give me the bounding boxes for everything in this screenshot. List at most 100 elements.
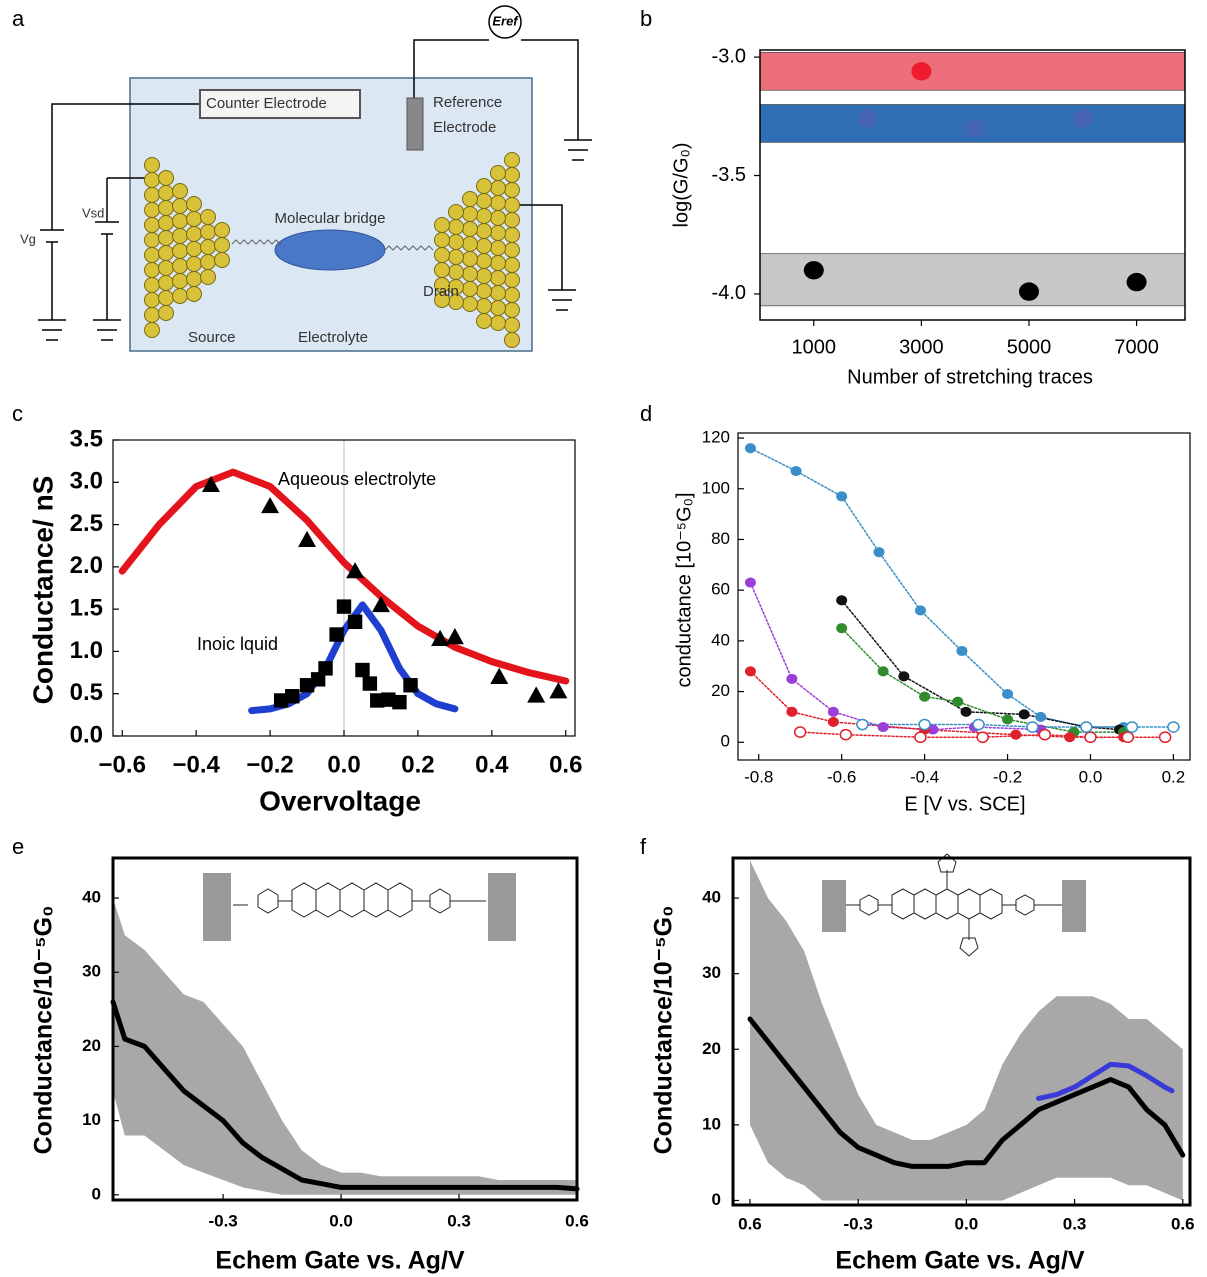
y-axis-label: Conductance/10⁻⁵G₀: [650, 906, 678, 1155]
marker: [1158, 731, 1172, 743]
x-tick-label: 0.0: [327, 751, 360, 778]
gold-atom: [490, 255, 506, 271]
marker: [403, 678, 418, 693]
gold-atom: [144, 172, 160, 188]
marker: [285, 689, 300, 704]
y-tick-label: 30: [702, 963, 721, 982]
band: [759, 51, 1186, 91]
y-tick-label: 40: [82, 888, 101, 907]
gold-atom: [476, 208, 492, 224]
linkers: [231, 239, 434, 251]
marker: [919, 691, 931, 702]
gold-atom: [144, 217, 160, 233]
marker: [1018, 282, 1039, 301]
diagram-label: Electrolyte: [298, 329, 368, 346]
gold-atom: [504, 332, 520, 348]
plot-frame: [737, 432, 1191, 761]
marker: [877, 721, 889, 733]
gold-atom: [200, 269, 216, 285]
gold-atom: [434, 232, 450, 248]
gold-atom: [172, 213, 188, 229]
gold-atom: [158, 170, 174, 186]
marker: [299, 678, 315, 693]
y-tick-label: 2.5: [70, 510, 103, 537]
gold-atom: [490, 270, 506, 286]
x-tick-label: 0.3: [447, 1211, 471, 1230]
y-tick-label: 80: [711, 529, 730, 548]
y-axis-label: Conductance/10⁻⁵G₀: [30, 906, 58, 1155]
gold-atom: [490, 225, 506, 241]
gold-atom: [462, 191, 478, 207]
gold-atom: [214, 237, 230, 253]
gold-atom: [144, 322, 160, 338]
marker: [1002, 689, 1014, 700]
diagram-label: Source: [188, 329, 236, 346]
gold-atom: [200, 239, 216, 255]
gold-atom: [172, 243, 188, 259]
y-tick-label: 0.5: [70, 679, 103, 706]
gold-atom: [158, 230, 174, 246]
x-tick-label: 3000: [899, 336, 944, 358]
diagram-label: Reference: [433, 94, 502, 111]
gold-atom: [476, 238, 492, 254]
gold-atom: [172, 183, 188, 199]
gold-atom: [144, 247, 160, 263]
marker: [976, 731, 989, 743]
gold-atom: [448, 249, 464, 265]
y-tick-label: 120: [702, 428, 730, 447]
x-tick-label: 1000: [792, 336, 837, 358]
gold-atom: [158, 275, 174, 291]
gold-atom: [144, 307, 160, 323]
gold-atom: [144, 202, 160, 218]
gold-atom: [144, 187, 160, 203]
panel-label: f: [640, 834, 647, 859]
gold-atom: [186, 256, 202, 272]
range-area: [113, 898, 577, 1195]
gold-atom: [504, 302, 520, 318]
gold-atom: [172, 198, 188, 214]
gold-atom: [476, 253, 492, 269]
gold-atom: [504, 272, 520, 288]
y-tick-label: 2.0: [70, 552, 103, 579]
y-tick-label: 20: [711, 681, 730, 700]
marker: [273, 693, 289, 708]
marker: [1010, 729, 1022, 740]
gold-atom: [504, 212, 520, 228]
y-axis-label: conductance [10⁻⁵G₀]: [673, 492, 695, 687]
gold-atom: [448, 234, 464, 250]
plot-frame: [731, 856, 1192, 1207]
y-tick-label: -4.0: [712, 282, 746, 304]
marker: [952, 696, 964, 707]
gold-atom: [172, 258, 188, 274]
gold-atom: [448, 204, 464, 220]
series-line: [118, 468, 570, 685]
y-tick-label: -3.5: [712, 164, 746, 186]
plot-frame: [759, 49, 1186, 321]
marker: [549, 682, 568, 699]
marker: [786, 673, 798, 684]
y-tick-label: 0: [712, 1190, 721, 1209]
gold-atom: [476, 223, 492, 239]
gold-atom: [158, 185, 174, 201]
gold-atom: [462, 251, 478, 267]
x-tick-label: 0.0: [1079, 767, 1103, 786]
gold-atom: [462, 266, 478, 282]
x-tick-label: -0.6: [827, 767, 856, 786]
panel-label: a: [12, 6, 25, 31]
band: [759, 253, 1186, 307]
gold-atom: [434, 292, 450, 308]
y-tick-label: 10: [82, 1110, 101, 1129]
x-tick-label: -0.3: [844, 1214, 873, 1233]
marker: [1080, 721, 1093, 733]
y-tick-label: -3.0: [712, 45, 746, 67]
x-tick-label: 0.4: [475, 751, 509, 778]
marker: [298, 530, 317, 547]
marker: [1167, 721, 1180, 733]
marker: [827, 716, 839, 728]
marker: [877, 666, 889, 677]
series-line: [1036, 1061, 1175, 1101]
y-tick-label: 0.0: [70, 721, 103, 748]
marker: [310, 672, 326, 687]
marker: [1084, 731, 1097, 743]
x-axis-label: Number of stretching traces: [847, 366, 1093, 388]
